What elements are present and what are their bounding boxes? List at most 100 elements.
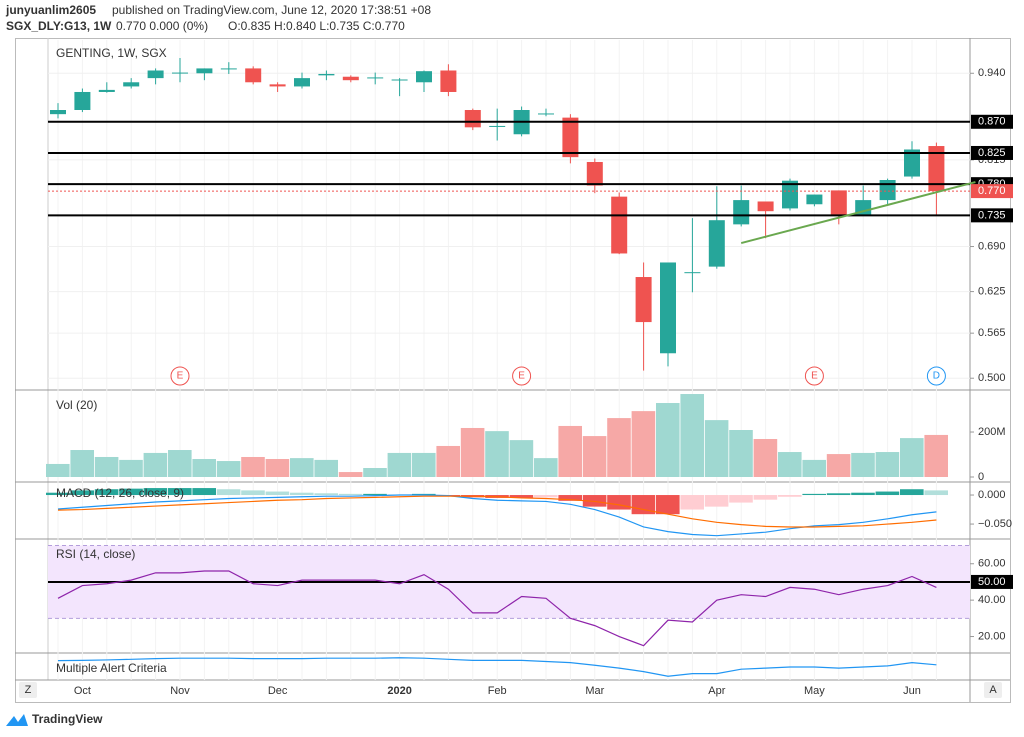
volume-bar [631, 411, 656, 477]
histogram-bar [216, 489, 241, 496]
histogram-bar [119, 488, 143, 496]
histogram-bar [802, 493, 826, 496]
macd-line [57, 494, 937, 537]
candle-body [147, 70, 164, 79]
volume-bar [924, 434, 948, 477]
y-tick-label: 0.690 [978, 240, 1006, 252]
candle-body [782, 180, 798, 209]
candle-body [74, 91, 91, 110]
a-label[interactable]: A [989, 684, 997, 696]
level-box [971, 208, 1013, 223]
level-box [971, 114, 1013, 129]
histogram-bar [509, 495, 534, 498]
level-label: 0.825 [978, 147, 1006, 159]
volume-bar [216, 461, 241, 477]
volume-bar [119, 459, 143, 477]
volume-bar [241, 456, 265, 477]
histogram-bar [168, 488, 192, 496]
footer: TradingView [32, 712, 103, 726]
separators [15, 389, 1010, 681]
histogram-bar [656, 495, 680, 515]
volume-bar [143, 452, 168, 477]
z-button[interactable] [19, 682, 37, 698]
candle-body [586, 161, 603, 186]
candle-body [367, 77, 384, 79]
histogram-bar [363, 493, 387, 496]
last-price-label: 0.770 [978, 185, 1006, 197]
histogram-bar [143, 488, 168, 496]
histogram-bar [900, 489, 924, 496]
volume-bar [70, 450, 94, 477]
midline-label: 50.00 [978, 576, 1006, 588]
quote: 0.770 0.000 (0%) [116, 19, 208, 33]
candle-body [416, 71, 432, 83]
candle-body [123, 82, 140, 87]
level-label: 0.735 [978, 209, 1006, 221]
candle-body [733, 200, 750, 225]
y-tick-label: 0.500 [978, 372, 1006, 384]
candle-body [342, 76, 359, 81]
z-label[interactable]: Z [25, 684, 32, 696]
event-label: E [177, 371, 184, 382]
candle-body [489, 125, 506, 127]
candle-body [684, 272, 701, 274]
published: published on TradingView.com, June 12, 2… [112, 3, 431, 17]
volume-bar [290, 458, 314, 477]
y-tick-label: 0 [978, 471, 984, 483]
candle-body [562, 117, 579, 158]
volume-bar [753, 438, 778, 477]
y-tick-label: 0.625 [978, 285, 1006, 297]
y-tick-label: −0.050 [978, 518, 1012, 530]
histogram-bar [94, 489, 119, 496]
histogram-bar [778, 495, 802, 497]
pane-title: Multiple Alert Criteria [56, 661, 167, 675]
pane-title: GENTING, 1W, SGX [56, 46, 167, 60]
y-tick-label: 0.565 [978, 327, 1006, 339]
y-tick-label: 200M [978, 426, 1006, 438]
candle-body [440, 70, 457, 92]
histogram-bar [607, 495, 631, 510]
logo [6, 714, 28, 726]
volume-bar [875, 452, 900, 477]
volume-bar [509, 440, 534, 477]
candle-body [196, 68, 213, 74]
candle-body [538, 113, 554, 115]
volume-bar [656, 403, 680, 477]
histogram-bar [70, 490, 94, 496]
event-label: E [518, 371, 525, 382]
line [57, 657, 937, 677]
candle-body [660, 262, 676, 354]
x-tick-label: Feb [488, 685, 507, 697]
volume-bar [460, 427, 485, 477]
histogram-bar [265, 491, 290, 496]
event-marker [170, 366, 190, 386]
author: junyuanlim2605 [5, 3, 96, 17]
trendline [740, 181, 976, 245]
histogram-bar [680, 495, 704, 510]
event-marker [512, 366, 532, 386]
event-marker [804, 366, 824, 386]
x-tick-label: Oct [74, 685, 91, 697]
a-button[interactable] [984, 682, 1002, 698]
volume-bar [534, 458, 558, 477]
candle-body [611, 196, 628, 254]
candle-body [391, 79, 408, 81]
candle-body [879, 180, 896, 201]
candle-body [269, 84, 286, 87]
volume-bar [168, 450, 192, 477]
volume-bar [680, 394, 704, 477]
symbol: SGX_DLY:G13, 1W [6, 19, 112, 33]
pane-title: RSI (14, close) [56, 547, 135, 561]
event-label: D [933, 371, 940, 382]
volume-bar [387, 452, 412, 477]
histogram-bar [924, 490, 948, 496]
candle-body [708, 220, 725, 267]
ohlc: O:0.835 H:0.840 L:0.735 C:0.770 [228, 19, 405, 33]
histogram-bar [192, 488, 216, 496]
volume-bar [314, 459, 338, 477]
histogram-bar [338, 493, 363, 496]
volume-bar [778, 452, 802, 477]
volume-bar [704, 420, 729, 477]
volume-bar [826, 454, 851, 477]
